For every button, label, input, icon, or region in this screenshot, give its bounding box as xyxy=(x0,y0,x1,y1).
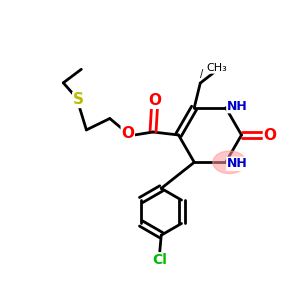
Text: O: O xyxy=(263,128,277,142)
Text: CH₃: CH₃ xyxy=(206,63,227,73)
Text: Cl: Cl xyxy=(152,253,167,267)
Text: /: / xyxy=(200,69,203,79)
Text: NH: NH xyxy=(227,157,248,170)
Text: S: S xyxy=(73,92,84,107)
Text: O: O xyxy=(121,126,134,141)
Text: O: O xyxy=(148,93,161,108)
Ellipse shape xyxy=(213,151,246,173)
Text: NH: NH xyxy=(227,100,248,113)
